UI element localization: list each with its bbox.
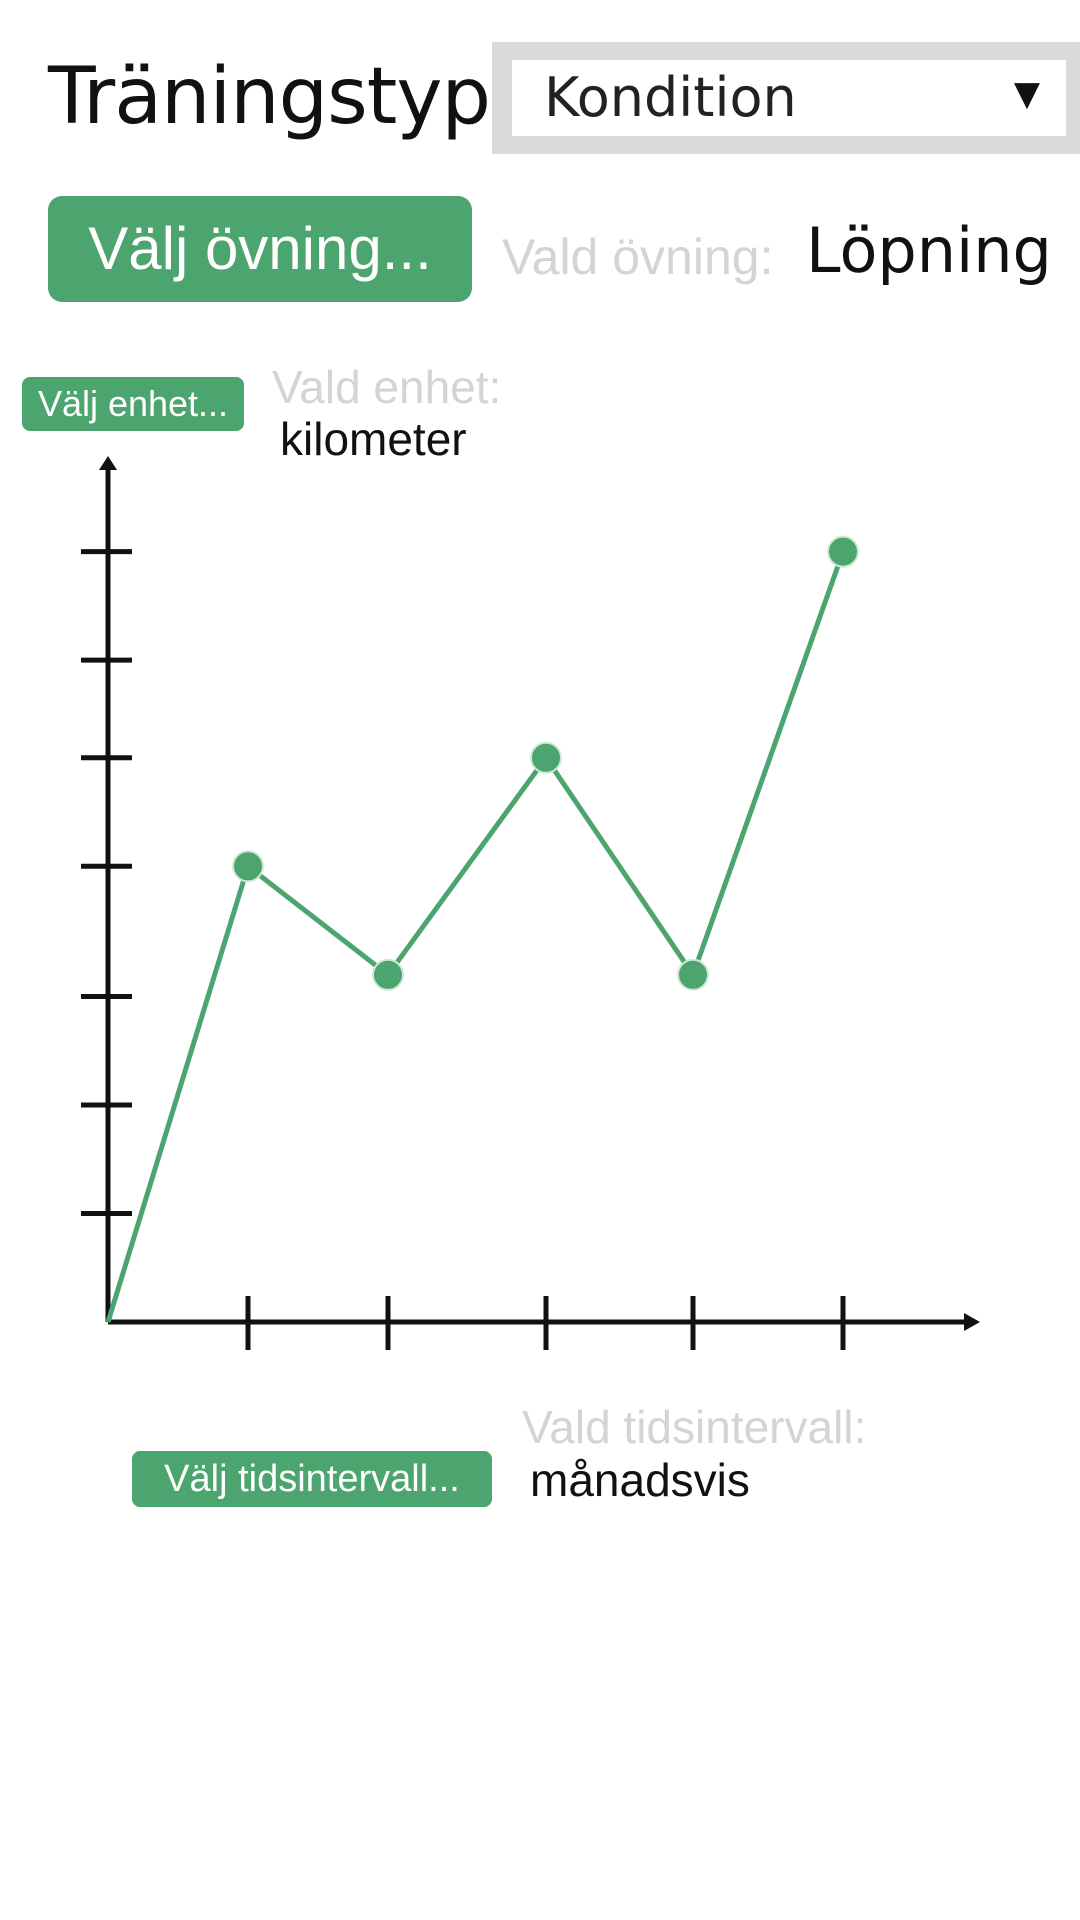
choose-exercise-button[interactable]: Välj övning...: [48, 196, 472, 302]
selected-interval-caption: Vald tidsintervall:: [522, 1401, 867, 1453]
data-point: [232, 850, 264, 883]
choose-unit-button[interactable]: Välj enhet...: [22, 377, 244, 431]
data-point: [677, 958, 709, 991]
selected-exercise-value: Löpning: [806, 214, 1052, 287]
data-point: [372, 958, 404, 991]
y-axis-arrow-icon: [99, 456, 117, 470]
training-type-dropdown-field[interactable]: Kondition ▼: [512, 60, 1066, 136]
choose-interval-button[interactable]: Välj tidsintervall...: [132, 1451, 492, 1507]
selected-interval-value: månadsvis: [530, 1454, 750, 1506]
series-line: [105, 550, 846, 1323]
data-point: [530, 741, 562, 774]
training-type-label: Träningstyp:: [48, 52, 516, 142]
x-axis-arrow-icon: [964, 1313, 980, 1331]
training-type-selected-value: Kondition: [544, 66, 797, 129]
data-point: [827, 535, 859, 568]
selected-unit-caption: Vald enhet:: [272, 361, 502, 413]
selected-exercise-caption: Vald övning:: [502, 229, 774, 285]
dropdown-arrow-icon[interactable]: ▼: [1013, 74, 1040, 114]
selected-unit-value: kilometer: [280, 413, 467, 465]
training-type-dropdown[interactable]: Kondition ▼: [492, 42, 1080, 154]
